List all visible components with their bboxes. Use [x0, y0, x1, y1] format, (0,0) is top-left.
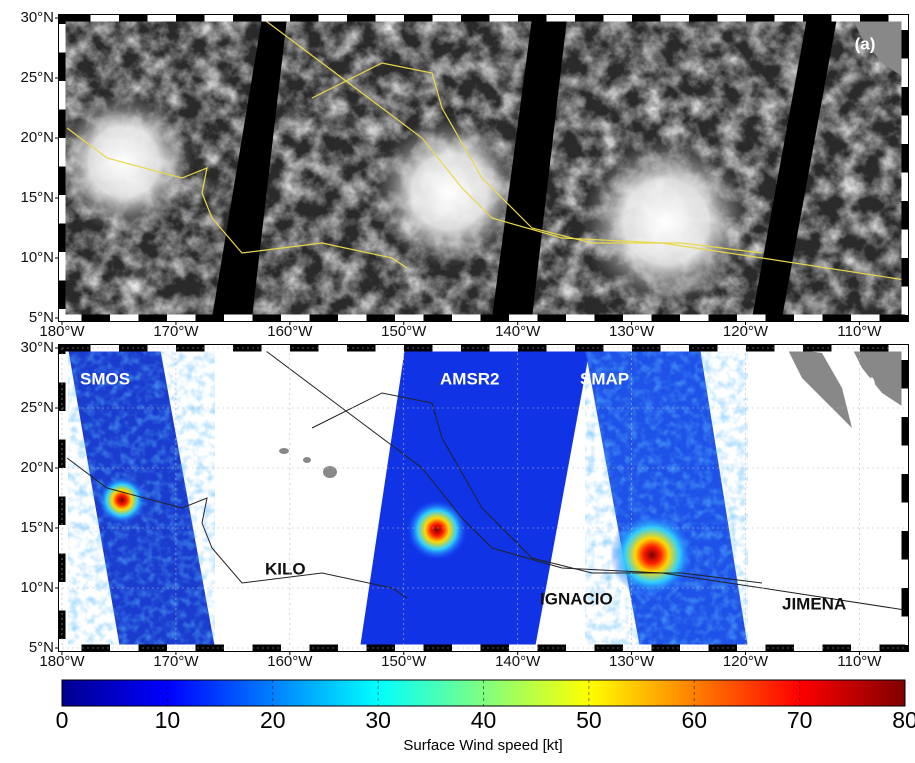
storm-label: IGNACIO	[540, 589, 613, 608]
figure: (a) 180°W170°W160°W150°W140°W130°W120°W1…	[0, 0, 915, 758]
colorbar-tick-label: 10	[155, 707, 181, 733]
panel-label: (b)	[854, 374, 876, 393]
colorbar-label: Surface Wind speed [kt]	[403, 737, 562, 754]
colorbar-tick-label: 40	[471, 707, 497, 733]
x-tick-label: 110°W	[837, 323, 882, 340]
x-tick-label: 110°W	[837, 653, 882, 670]
colorbar-tick-label: 70	[787, 707, 813, 733]
x-tick-label: 130°W	[609, 323, 655, 340]
panel-label: (a)	[855, 34, 876, 53]
sensor-label: AMSR2	[440, 369, 500, 388]
colorbar: Surface Wind speed [kt] 0 10 20 30 40 50 60 70 8…	[56, 680, 915, 754]
x-tick-label: 120°W	[723, 653, 769, 670]
storm-label: JIMENA	[782, 594, 846, 613]
y-tick-label: 5°N	[29, 639, 54, 656]
y-tick-label: 30°N	[20, 339, 54, 356]
colorbar-tick-label: 20	[260, 707, 286, 733]
colorbar-tick-label: 30	[365, 707, 391, 733]
x-tick-label: 160°W	[267, 323, 313, 340]
y-tick-label: 20°N	[20, 459, 54, 476]
y-tick-label: 20°N	[20, 129, 54, 146]
x-tick-label: 150°W	[381, 323, 427, 340]
y-tick-label: 30°N	[20, 9, 54, 26]
x-tick-label: 170°W	[153, 323, 199, 340]
x-tick-label: 150°W	[381, 653, 427, 670]
sensor-label: SMOS	[80, 369, 130, 388]
y-tick-label: 5°N	[29, 309, 54, 326]
colorbar-tick-label: 80	[892, 707, 915, 733]
x-tick-label: 130°W	[609, 653, 655, 670]
panel-b: SMOS AMSR2 SMAP KILO IGNACIO JIMENA (b) …	[20, 339, 908, 670]
wind-map	[62, 348, 905, 648]
satellite-image	[54, 18, 905, 318]
x-tick-label: 140°W	[495, 323, 541, 340]
y-tick-label: 15°N	[20, 519, 54, 536]
x-tick-label: 140°W	[495, 653, 541, 670]
y-tick-label: 15°N	[20, 189, 54, 206]
y-tick-label: 25°N	[20, 69, 54, 86]
colorbar-tick-label: 50	[576, 707, 602, 733]
storm-label: KILO	[265, 559, 306, 578]
colorbar-tick-label: 0	[56, 707, 69, 733]
x-tick-label: 120°W	[723, 323, 769, 340]
y-tick-label: 25°N	[20, 399, 54, 416]
sensor-label: SMAP	[580, 369, 629, 388]
colorbar-tick-label: 60	[681, 707, 707, 733]
x-tick-label: 170°W	[153, 653, 199, 670]
y-tick-label: 10°N	[20, 579, 54, 596]
y-tick-label: 10°N	[20, 249, 54, 266]
x-tick-label: 160°W	[267, 653, 313, 670]
